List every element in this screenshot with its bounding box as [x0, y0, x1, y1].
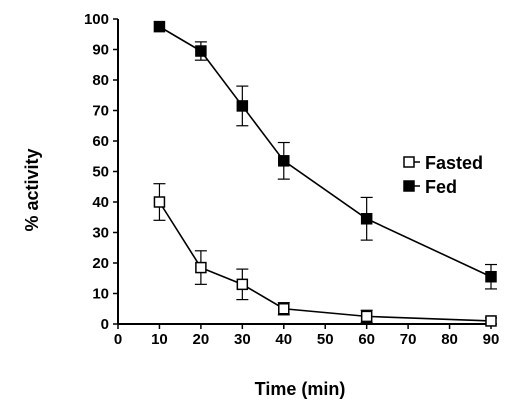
x-tick-label: 30	[234, 331, 251, 348]
data-point-fasted	[236, 278, 249, 291]
y-tick-label: 10	[92, 286, 109, 303]
data-point-fed	[360, 213, 373, 225]
x-tick-label: 0	[114, 331, 122, 348]
x-ticks: 0 10 20 30 40 50 60 70 80 90	[114, 324, 500, 348]
x-tick-label: 80	[441, 331, 458, 348]
x-tick-label: 40	[275, 331, 292, 348]
series-fasted	[153, 183, 497, 327]
y-tick-label: 100	[84, 11, 109, 28]
series-fed	[153, 20, 497, 290]
y-tick-label: 60	[92, 133, 109, 150]
legend: Fasted Fed	[403, 153, 483, 197]
y-tick-label: 20	[92, 255, 109, 272]
data-point-fasted	[195, 261, 207, 274]
data-point-fed	[485, 270, 497, 283]
x-tick-label: 60	[358, 331, 375, 348]
legend-label-fasted: Fasted	[425, 153, 483, 173]
x-tick-label: 90	[483, 331, 500, 348]
series-layer	[153, 20, 497, 327]
legend-marker-fed	[403, 180, 415, 192]
data-point-fasted	[278, 303, 290, 315]
data-point-fasted	[153, 196, 166, 208]
data-point-fed	[278, 155, 290, 167]
y-tick-label: 70	[92, 103, 109, 120]
data-point-fed	[195, 45, 207, 57]
x-tick-label: 50	[317, 331, 334, 348]
data-point-fed	[153, 20, 166, 33]
x-tick-label: 70	[400, 331, 417, 348]
legend-marker-fasted	[403, 156, 415, 168]
y-ticks: 0 10 20 30 40 50 60 70 80 90 100	[84, 11, 118, 333]
y-tick-label: 80	[92, 72, 109, 89]
data-point-fasted	[485, 315, 497, 327]
y-axis-label: % activity	[22, 148, 42, 231]
series-line-fed	[159, 25, 492, 278]
x-tick-label: 20	[193, 331, 210, 348]
y-tick-label: 50	[92, 164, 109, 181]
data-point-fed	[236, 100, 249, 112]
y-tick-label: 0	[101, 316, 109, 333]
data-point-fasted	[360, 310, 373, 323]
x-tick-label: 10	[151, 331, 168, 348]
x-axis-label: Time (min)	[255, 379, 346, 399]
y-tick-label: 40	[92, 194, 109, 211]
series-line-fasted	[158, 201, 492, 322]
y-tick-label: 30	[92, 225, 109, 242]
legend-label-fed: Fed	[425, 177, 457, 197]
y-tick-label: 90	[92, 42, 109, 59]
